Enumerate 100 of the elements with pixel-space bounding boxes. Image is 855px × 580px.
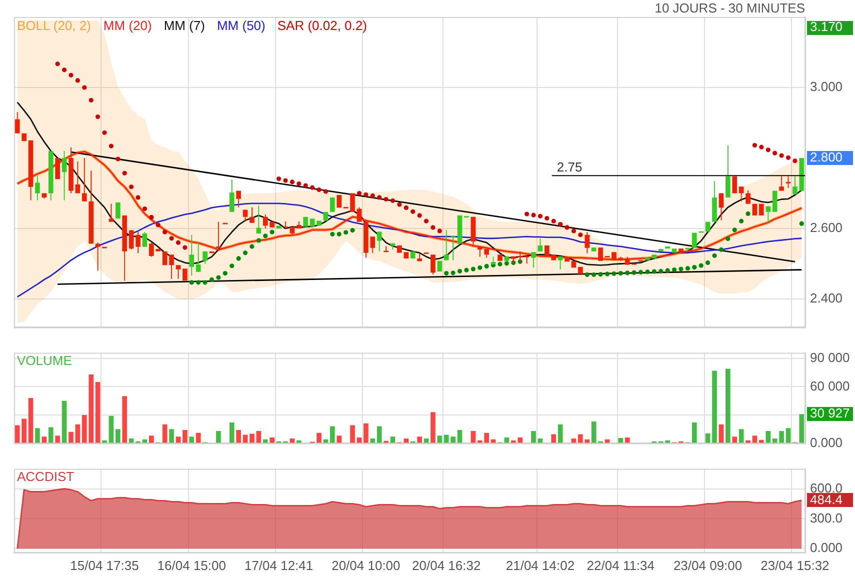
bar bbox=[799, 414, 804, 443]
candlestick bbox=[578, 266, 583, 274]
bar bbox=[236, 430, 241, 443]
bar bbox=[712, 370, 717, 443]
bar bbox=[169, 429, 174, 443]
candlestick bbox=[216, 222, 221, 248]
candlestick bbox=[705, 222, 710, 232]
x-tick-label: 22/04 11:34 bbox=[586, 558, 655, 573]
candlestick bbox=[303, 216, 308, 227]
bar bbox=[759, 440, 764, 443]
candlestick bbox=[437, 260, 442, 272]
y-tick-label: 2.600 bbox=[810, 220, 843, 236]
bar bbox=[356, 438, 362, 443]
candlestick bbox=[591, 248, 596, 252]
candlestick bbox=[759, 204, 764, 216]
bar bbox=[95, 382, 100, 443]
bar bbox=[779, 430, 784, 443]
y-tick-label: 3.000 bbox=[810, 79, 843, 94]
bar bbox=[404, 438, 409, 443]
bar bbox=[28, 398, 34, 443]
bar bbox=[738, 429, 744, 443]
bar bbox=[35, 428, 40, 443]
bar bbox=[270, 438, 274, 443]
candlestick bbox=[350, 193, 355, 212]
candlestick bbox=[678, 248, 684, 252]
bar bbox=[504, 438, 510, 443]
bar bbox=[182, 430, 188, 443]
bar bbox=[75, 424, 80, 443]
bar bbox=[531, 430, 536, 443]
x-tick-label: 20/04 16:32 bbox=[412, 558, 481, 573]
y-tick-label: 90 000 bbox=[810, 350, 850, 366]
bar bbox=[732, 436, 738, 443]
candlestick bbox=[330, 197, 335, 212]
y-tick-label: 60 000 bbox=[810, 378, 850, 394]
chart-subtitle: 10 JOURS - 30 MINUTES bbox=[654, 0, 806, 16]
y-tick-label: 0.000 bbox=[810, 540, 843, 556]
candlestick bbox=[652, 254, 657, 258]
candlestick bbox=[564, 258, 570, 262]
text: SAR (0.02, 0.2) bbox=[277, 18, 367, 34]
candlestick bbox=[162, 251, 168, 266]
bar bbox=[229, 422, 234, 443]
candlestick bbox=[276, 226, 282, 228]
y-tick-label: 0.000 bbox=[810, 434, 843, 450]
x-tick-label: 15/04 17:35 bbox=[70, 558, 139, 573]
bar bbox=[437, 436, 442, 443]
bar bbox=[370, 438, 376, 443]
bar bbox=[558, 424, 563, 443]
candlestick bbox=[323, 212, 328, 221]
bar bbox=[726, 368, 730, 443]
bar bbox=[242, 434, 248, 443]
bar bbox=[196, 432, 201, 443]
bar bbox=[176, 436, 181, 443]
bar bbox=[692, 422, 697, 443]
y-tick-label: 300.0 bbox=[810, 510, 843, 526]
bar bbox=[42, 436, 47, 443]
x-tick-label: 21/04 14:02 bbox=[506, 558, 575, 573]
x-tick-label: 16/04 15:00 bbox=[157, 558, 226, 573]
bar bbox=[766, 430, 771, 443]
bar bbox=[216, 430, 221, 443]
candlestick bbox=[772, 190, 778, 212]
bar bbox=[618, 438, 624, 443]
bar bbox=[250, 434, 254, 443]
chart-title: VOLUME bbox=[17, 352, 72, 368]
bar bbox=[376, 426, 382, 443]
bar bbox=[470, 430, 476, 443]
bar bbox=[108, 416, 114, 443]
candlestick bbox=[457, 215, 462, 244]
bar bbox=[256, 430, 262, 443]
bar bbox=[48, 427, 54, 443]
candlestick bbox=[658, 248, 664, 252]
text: MM (20) bbox=[103, 18, 152, 34]
ref-line-label: 2.75 bbox=[556, 160, 582, 175]
candlestick bbox=[692, 232, 697, 248]
candlestick bbox=[598, 248, 603, 261]
bar bbox=[162, 424, 168, 443]
candlestick bbox=[498, 254, 502, 261]
x-tick-label: 23/04 09:00 bbox=[673, 558, 742, 573]
bar bbox=[330, 426, 335, 443]
bar bbox=[718, 424, 724, 443]
candlestick bbox=[732, 176, 738, 194]
x-tick-label: 23/04 15:32 bbox=[760, 558, 830, 573]
bar bbox=[149, 436, 154, 443]
candlestick bbox=[524, 256, 530, 264]
bar bbox=[705, 433, 710, 443]
candlestick bbox=[410, 251, 416, 258]
bar bbox=[624, 438, 630, 443]
chart-title: ACCDIST bbox=[17, 468, 74, 484]
bar bbox=[417, 436, 422, 443]
candlestick bbox=[665, 246, 670, 249]
bar bbox=[55, 436, 60, 443]
bar bbox=[115, 429, 120, 443]
x-tick-label: 20/04 10:00 bbox=[332, 558, 400, 573]
candlestick bbox=[571, 260, 576, 268]
candlestick bbox=[55, 158, 60, 180]
candlestick bbox=[310, 218, 315, 227]
x-tick-label: 17/04 12:41 bbox=[244, 558, 314, 573]
bar bbox=[68, 432, 74, 443]
bar bbox=[122, 396, 128, 443]
bar bbox=[752, 436, 758, 443]
y-tick-label: 2.400 bbox=[810, 290, 843, 306]
